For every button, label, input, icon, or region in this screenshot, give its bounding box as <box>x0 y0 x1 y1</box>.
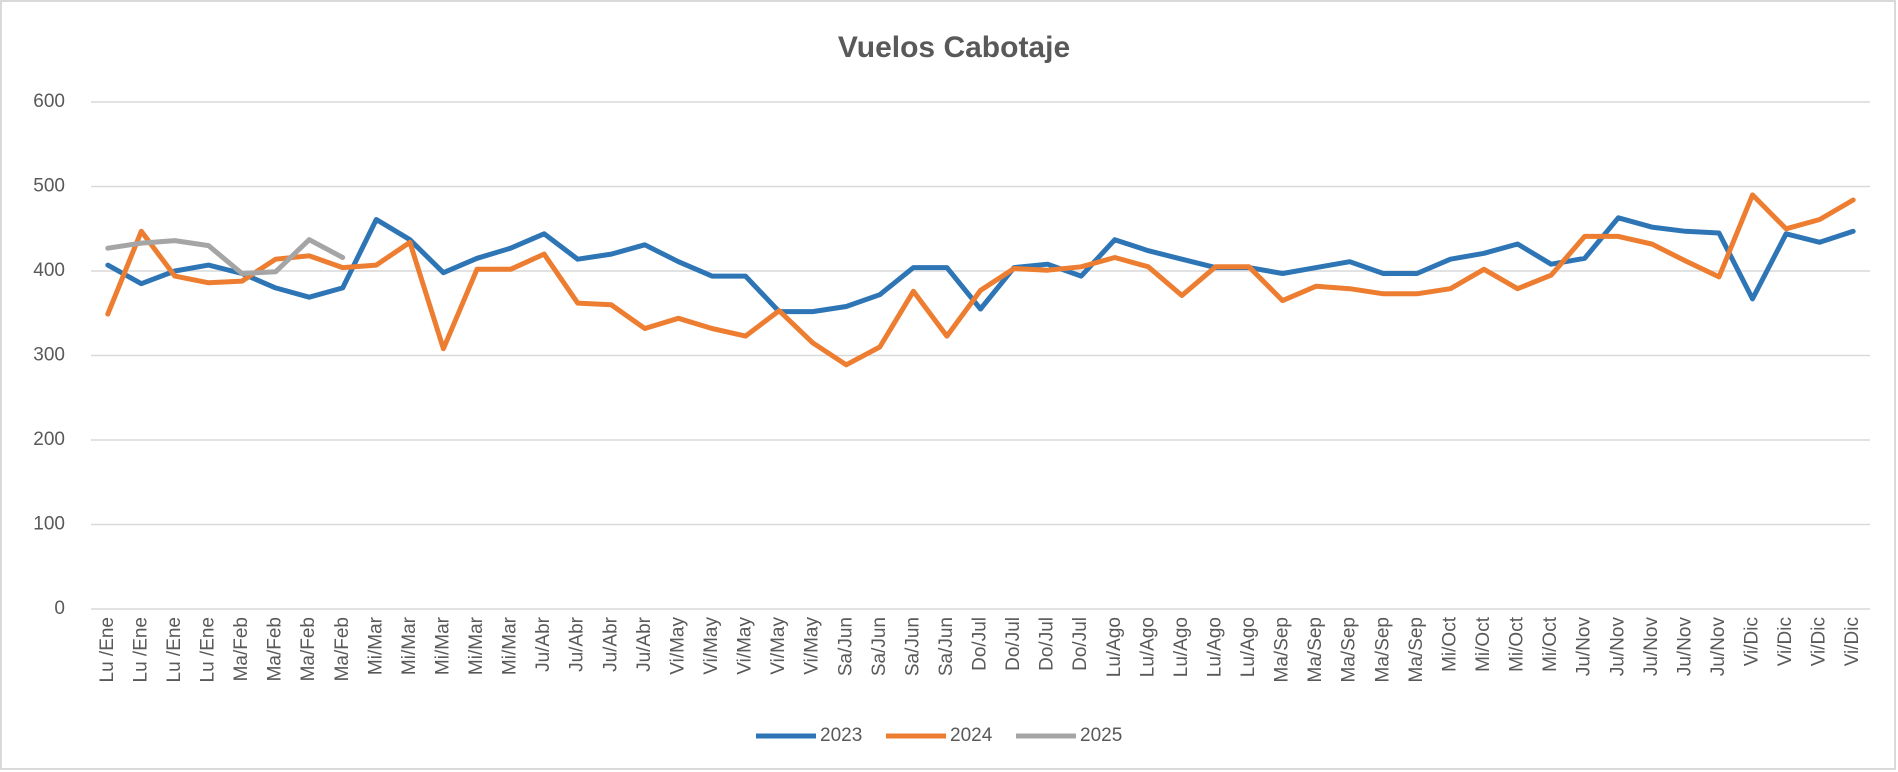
y-tick-label: 300 <box>33 345 65 366</box>
legend-label: 2023 <box>820 725 862 746</box>
x-tick-label: Ju/Abr <box>533 616 554 672</box>
x-tick-label: Vi/May <box>735 617 756 675</box>
x-tick-label: Lu/Ago <box>1104 617 1125 677</box>
x-tick-label: Ju/Nov <box>1574 617 1595 677</box>
x-tick-label: Lu /Ene <box>130 617 151 683</box>
x-tick-label: Ju/Abr <box>567 616 588 672</box>
x-tick-label: Mi/Oct <box>1473 616 1494 672</box>
y-tick-label: 500 <box>33 176 65 197</box>
x-tick-label: Vi/Dic <box>1809 617 1830 666</box>
x-tick-label: Ju/Nov <box>1607 617 1628 677</box>
legend-label: 2024 <box>950 725 993 746</box>
x-tick-label: Sa/Jun <box>936 617 957 676</box>
legend-label: 2025 <box>1080 725 1122 746</box>
x-tick-label: Ma/Feb <box>231 617 252 681</box>
x-tick-label: Lu/Ago <box>1137 617 1158 677</box>
x-tick-label: Mi/Mar <box>399 616 420 675</box>
x-tick-label: Vi/May <box>667 617 688 675</box>
x-tick-label: Sa/Jun <box>869 617 890 676</box>
y-tick-label: 600 <box>33 91 65 112</box>
x-tick-label: Lu /Ene <box>164 617 185 683</box>
x-tick-label: Mi/Oct <box>1507 616 1528 672</box>
x-tick-label: Lu/Ago <box>1238 617 1259 677</box>
x-tick-label: Ju/Nov <box>1674 617 1695 677</box>
x-tick-label: Ma/Feb <box>265 617 286 681</box>
x-tick-label: Ma/Feb <box>298 617 319 681</box>
x-tick-label: Ma/Sep <box>1372 617 1393 682</box>
x-tick-label: Lu/Ago <box>1171 617 1192 677</box>
x-tick-label: Vi/Dic <box>1742 617 1763 666</box>
x-tick-label: Ma/Sep <box>1272 617 1293 682</box>
x-tick-label: Mi/Oct <box>1439 616 1460 672</box>
x-tick-label: Sa/Jun <box>835 617 856 676</box>
x-tick-label: Lu /Ene <box>197 617 218 683</box>
x-tick-label: Vi/May <box>701 617 722 675</box>
x-tick-label: Ju/Abr <box>634 616 655 672</box>
y-tick-label: 200 <box>33 429 65 450</box>
x-tick-label: Ma/Sep <box>1305 617 1326 682</box>
x-tick-label: Mi/Mar <box>432 616 453 675</box>
y-tick-label: 400 <box>33 260 65 281</box>
chart-title: Vuelos Cabotaje <box>838 31 1070 64</box>
x-tick-label: Mi/Mar <box>466 616 487 675</box>
x-tick-label: Ju/Abr <box>600 616 621 672</box>
x-tick-label: Mi/Mar <box>500 616 521 675</box>
y-tick-label: 0 <box>54 598 65 619</box>
x-tick-label: Ma/Sep <box>1406 617 1427 682</box>
x-tick-label: Ju/Nov <box>1641 617 1662 677</box>
x-tick-label: Do/Jul <box>1037 617 1058 671</box>
x-tick-label: Do/Jul <box>1003 617 1024 671</box>
x-tick-label: Ju/Nov <box>1708 617 1729 677</box>
x-tick-label: Mi/Oct <box>1540 616 1561 672</box>
series-line <box>105 192 1856 368</box>
series-line <box>105 237 346 276</box>
x-tick-label: Vi/May <box>802 617 823 675</box>
x-tick-label: Do/Jul <box>1070 617 1091 671</box>
x-tick-label: Lu/Ago <box>1204 617 1225 677</box>
x-tick-label: Ma/Sep <box>1339 617 1360 682</box>
x-tick-label: Mi/Mar <box>365 616 386 675</box>
x-tick-label: Do/Jul <box>970 617 991 671</box>
x-tick-label: Vi/May <box>768 617 789 675</box>
x-tick-label: Lu /Ene <box>97 617 118 683</box>
x-tick-label: Vi/Dic <box>1842 617 1863 666</box>
x-tick-label: Sa/Jun <box>902 617 923 676</box>
x-tick-label: Vi/Dic <box>1775 617 1796 666</box>
x-tick-label: Ma/Feb <box>332 617 353 681</box>
y-tick-label: 100 <box>33 514 65 535</box>
